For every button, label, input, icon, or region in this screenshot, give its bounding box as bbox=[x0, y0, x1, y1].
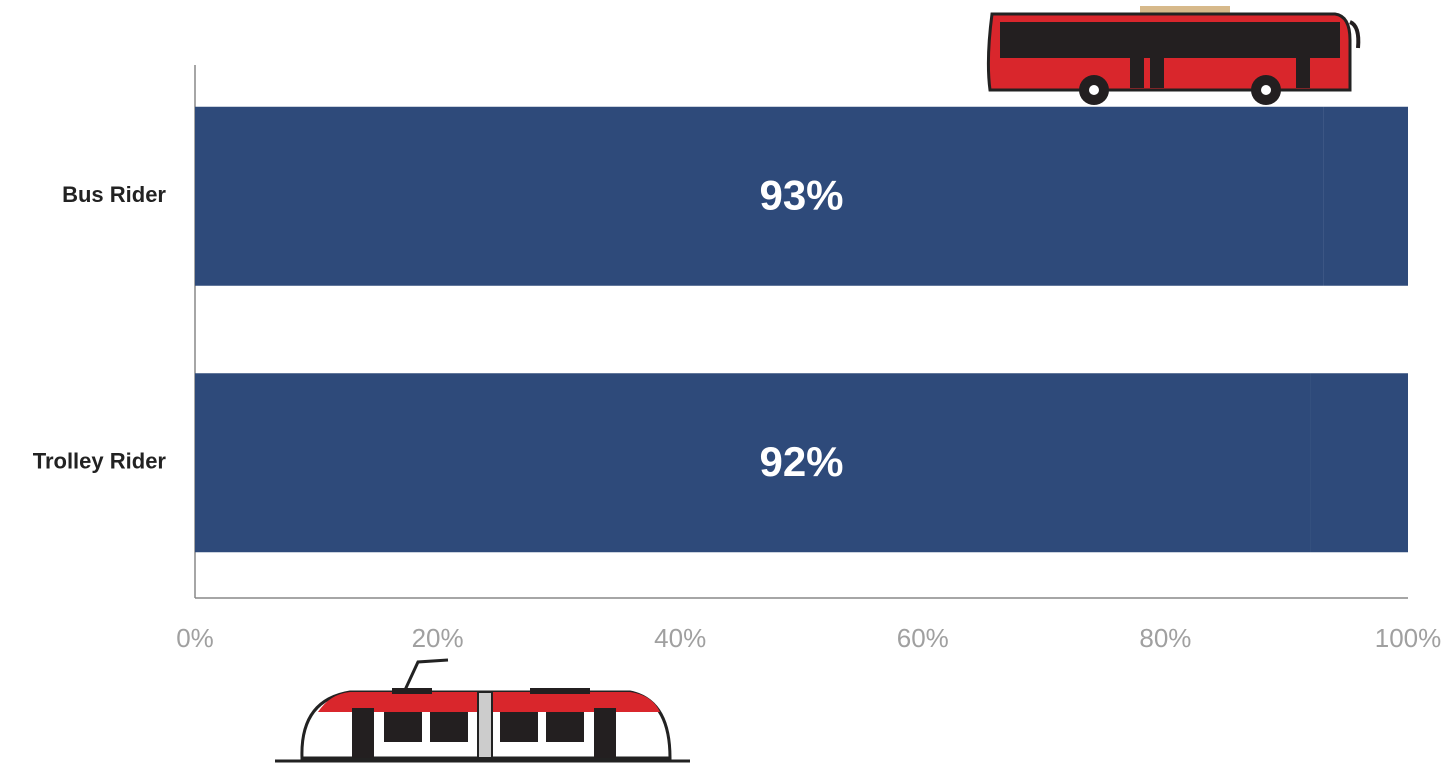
bus-icon bbox=[986, 6, 1361, 105]
bar bbox=[1310, 373, 1408, 553]
x-tick-label: 40% bbox=[654, 623, 706, 653]
bar bbox=[195, 373, 1311, 553]
x-tick-label: 100% bbox=[1375, 623, 1442, 653]
bar bbox=[195, 106, 1324, 286]
x-tick-label: 20% bbox=[412, 623, 464, 653]
category-label: Trolley Rider bbox=[33, 449, 167, 474]
bar bbox=[1323, 106, 1408, 286]
value-label: 92% bbox=[759, 438, 843, 485]
x-tick-label: 0% bbox=[176, 623, 214, 653]
value-label: 93% bbox=[759, 171, 843, 218]
category-label: Bus Rider bbox=[62, 182, 166, 207]
x-tick-label: 80% bbox=[1139, 623, 1191, 653]
x-tick-label: 60% bbox=[897, 623, 949, 653]
trolley-icon bbox=[275, 658, 690, 763]
